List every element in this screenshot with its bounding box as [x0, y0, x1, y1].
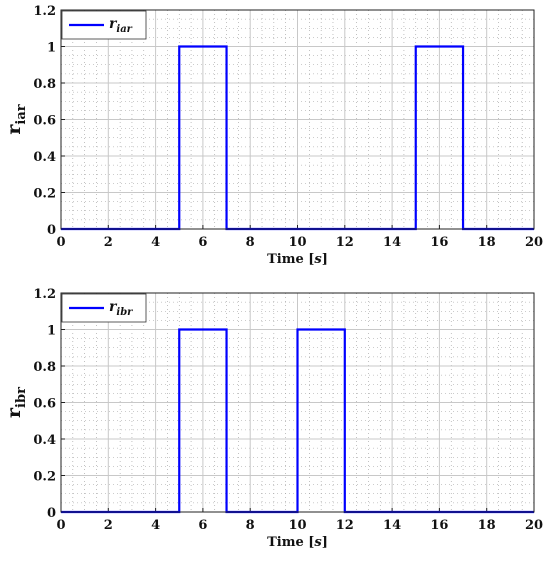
y-axis-label-main: r [3, 124, 25, 135]
y-axis-label-sub: ibr [14, 387, 29, 408]
legend-label-main: r [109, 16, 118, 32]
y-axis-label-main: r [3, 407, 25, 418]
x-tick-label: 10 [288, 235, 306, 250]
x-tick-label: 14 [383, 518, 401, 533]
x-axis-label-main: Time [267, 535, 304, 550]
x-tick-label: 6 [198, 235, 207, 250]
axes-frame [60, 292, 535, 513]
legend-label-sub: iar [116, 24, 132, 35]
x-tick-label: 12 [336, 235, 354, 250]
y-tick-label: 0.6 [33, 114, 56, 129]
x-axis-label: Time [s] [267, 252, 328, 267]
x-tick-label: 20 [525, 518, 543, 533]
x-tick-label: 8 [246, 235, 255, 250]
axes-frame [60, 9, 535, 230]
x-tick-label: 14 [383, 235, 401, 250]
x-tick-label: 18 [478, 518, 496, 533]
x-tick-label: 2 [104, 235, 113, 250]
x-axis-label-open: [ [304, 252, 315, 267]
x-tick-label: 6 [198, 518, 207, 533]
x-tick-label: 10 [288, 518, 306, 533]
y-tick-label: 1 [47, 324, 56, 339]
y-tick-label: 0 [47, 506, 56, 521]
legend-label-sub: ibr [116, 307, 133, 318]
y-tick-label: 0.8 [33, 360, 56, 375]
y-tick-label: 0.6 [33, 397, 56, 412]
y-axis-label-sub: iar [14, 104, 29, 124]
y-tick-label: 1.2 [33, 4, 56, 19]
y-tick-label: 0.2 [33, 470, 56, 485]
x-tick-label: 2 [104, 518, 113, 533]
legend-label: riar [109, 16, 133, 35]
y-tick-label: 0.4 [33, 433, 56, 448]
x-axis-label-unit: s [314, 535, 322, 550]
y-tick-label: 0.4 [33, 150, 56, 165]
y-tick-label: 1 [47, 41, 56, 56]
y-tick-label: 0 [47, 223, 56, 238]
legend-label-main: r [109, 299, 118, 315]
x-tick-label: 18 [478, 235, 496, 250]
x-tick-label: 16 [430, 518, 448, 533]
x-tick-label: 0 [56, 518, 65, 533]
y-tick-label: 1.2 [33, 287, 56, 302]
x-tick-label: 8 [246, 518, 255, 533]
y-axis-label: ribr [3, 387, 29, 418]
x-axis-label-close: ] [322, 535, 328, 550]
y-tick-label: 0.8 [33, 77, 56, 92]
y-tick-label: 0.2 [33, 187, 56, 202]
x-tick-label: 16 [430, 235, 448, 250]
chart-1: 0 2 4 6 8 10 12 14 16 18 2000.20.40.60.811.2riarTi… [3, 4, 543, 267]
x-axis-label-unit: s [314, 252, 322, 267]
chart-2: 0 2 4 6 8 10 12 14 16 18 2000.20.40.60.811.2ribrTi… [3, 287, 543, 550]
y-axis-label: riar [3, 104, 29, 134]
x-axis-label: Time [s] [267, 535, 328, 550]
x-tick-label: 20 [525, 235, 543, 250]
x-tick-label: 4 [151, 235, 160, 250]
x-axis-label-open: [ [304, 535, 315, 550]
x-axis-label-main: Time [267, 252, 304, 267]
x-tick-label: 0 [56, 235, 65, 250]
x-tick-label: 12 [336, 518, 354, 533]
legend-label: ribr [109, 299, 133, 318]
x-axis-label-close: ] [322, 252, 328, 267]
x-tick-label: 4 [151, 518, 160, 533]
